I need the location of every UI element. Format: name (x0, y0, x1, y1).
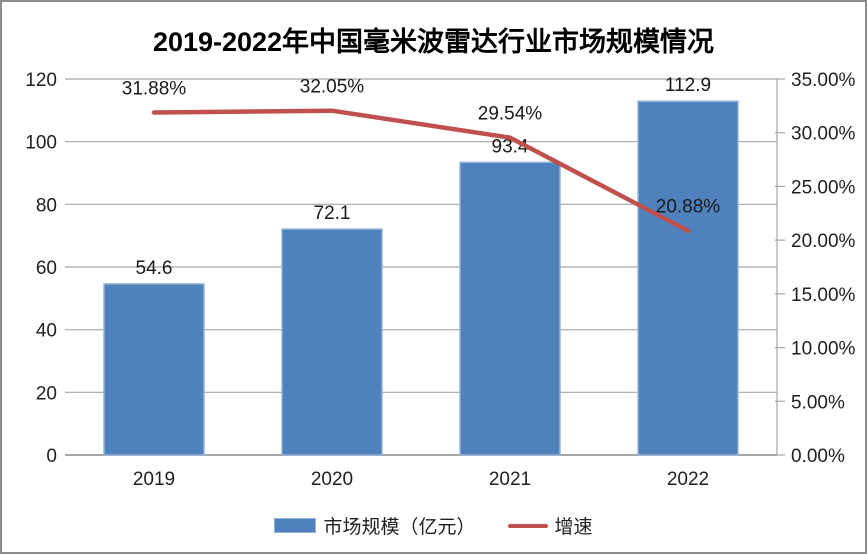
bar (281, 228, 383, 456)
left-axis-tick-label: 120 (25, 70, 57, 91)
line-series-swatch-icon (507, 523, 548, 528)
right-axis-tick-label: 15.00% (791, 285, 856, 306)
legend-item-market-size: 市场规模（亿元） (274, 512, 476, 539)
legend: 市场规模（亿元） 增速 (2, 512, 865, 539)
bar (103, 283, 205, 456)
growth-line (151, 108, 691, 233)
left-axis-tick-label: 20 (36, 383, 57, 404)
chart-title: 2019-2022年中国毫米波雷达行业市场规模情况 (152, 27, 715, 57)
legend-label-growth: 增速 (554, 517, 593, 538)
right-axis-tick-label: 35.00% (791, 70, 856, 91)
right-axis-tick-label: 10.00% (791, 339, 856, 360)
line-value-label: 20.88% (656, 197, 721, 218)
legend-label-market-size: 市场规模（亿元） (323, 517, 476, 538)
line-value-label: 29.54% (478, 104, 543, 125)
bar-value-label: 54.6 (136, 258, 173, 279)
left-axis-tick-label: 60 (36, 258, 57, 279)
bar (459, 161, 561, 456)
right-axis-tick-label: 25.00% (791, 177, 856, 198)
left-axis-tick-label: 80 (36, 195, 57, 216)
line-value-label: 31.88% (122, 79, 187, 100)
x-axis-tick-label: 2021 (489, 469, 531, 490)
right-axis-tick-label: 30.00% (791, 124, 856, 145)
bar (637, 100, 739, 456)
legend-item-growth: 增速 (507, 512, 593, 539)
line-value-label: 32.05% (300, 77, 365, 98)
x-axis-tick-label: 2020 (311, 469, 353, 490)
bar-value-label: 112.9 (665, 75, 711, 96)
left-axis-tick-label: 40 (36, 321, 57, 342)
bar-value-label: 72.1 (314, 203, 351, 224)
x-axis-tick-label: 2019 (133, 469, 175, 490)
left-axis-tick-label: 0 (46, 446, 57, 467)
right-axis-tick-label: 5.00% (791, 392, 845, 413)
left-axis-tick-label: 100 (25, 133, 57, 154)
x-axis-tick-label: 2022 (667, 469, 709, 490)
right-axis-tick-label: 20.00% (791, 231, 856, 252)
bar-series-swatch-icon (274, 518, 317, 533)
right-axis-tick-label: 0.00% (791, 446, 845, 467)
